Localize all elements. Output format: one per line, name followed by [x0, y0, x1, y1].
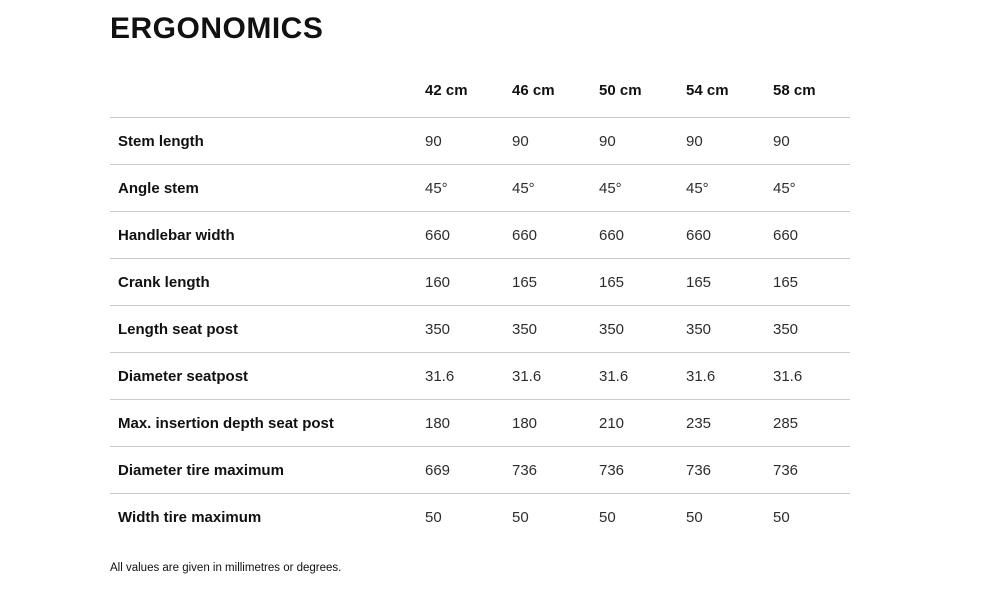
cell-value: 660 — [686, 211, 773, 259]
row-label: Angle stem — [110, 164, 425, 212]
cell-value: 660 — [512, 211, 599, 259]
cell-value: 180 — [425, 399, 512, 447]
cell-value: 50 — [599, 508, 616, 526]
cell-value: 90 — [773, 117, 850, 165]
cell-value: 50 — [773, 508, 790, 526]
cell-value: 31.6 — [425, 352, 512, 400]
column-header: 50 cm — [599, 80, 686, 118]
corner-cell — [110, 80, 425, 118]
cell-value: 180 — [512, 399, 599, 447]
cell-value: 350 — [425, 305, 512, 353]
cell-value: 160 — [425, 258, 512, 306]
cell-value: 350 — [686, 305, 773, 353]
cell-value: 90 — [425, 117, 512, 165]
ergonomics-table: 42 cm 46 cm 50 cm 54 cm 58 cm Stem length 90 9… — [110, 80, 850, 540]
row-label: Max. insertion depth seat post — [110, 399, 425, 447]
cell-value: 50 — [686, 508, 703, 526]
cell-value: 350 — [512, 305, 599, 353]
cell-value: 736 — [773, 446, 850, 494]
table-row: Diameter seatpost 31.6 31.6 31.6 31.6 31.6 — [110, 352, 850, 400]
table-row: Max. insertion depth seat post 180 180 210 2… — [110, 399, 850, 447]
cell-value: 660 — [773, 211, 850, 259]
cell-value: 45° — [773, 164, 850, 212]
cell-value: 31.6 — [599, 352, 686, 400]
cell-value: 90 — [686, 117, 773, 165]
table-row: Angle stem 45° 45° 45° 45° 45° — [110, 164, 850, 212]
cell-value: 45° — [425, 164, 512, 212]
cell-value: 660 — [599, 211, 686, 259]
row-label: Width tire maximum — [118, 508, 262, 526]
ergonomics-section: ERGONOMICS 42 cm 46 cm 50 cm 54 cm 58 cm Ste… — [110, 12, 850, 574]
cell-value: 165 — [512, 258, 599, 306]
column-header: 54 cm — [686, 80, 773, 118]
cell-value: 660 — [425, 211, 512, 259]
cell-value: 350 — [599, 305, 686, 353]
cell-value: 45° — [686, 164, 773, 212]
table-body: Stem length 90 90 90 90 90 Angle stem 45° 45° 45°… — [110, 117, 850, 541]
cell-value: 165 — [773, 258, 850, 306]
cell-value: 45° — [512, 164, 599, 212]
cell-value: 90 — [512, 117, 599, 165]
cell-value: 90 — [599, 117, 686, 165]
cell-value: 736 — [686, 446, 773, 494]
cell-value: 165 — [599, 258, 686, 306]
cell-value: 210 — [599, 399, 686, 447]
row-label: Length seat post — [110, 305, 425, 353]
cell-value: 45° — [599, 164, 686, 212]
table-row: Stem length 90 90 90 90 90 — [110, 117, 850, 165]
cell-value: 50 — [425, 508, 442, 526]
row-label: Diameter seatpost — [110, 352, 425, 400]
table-row: Crank length 160 165 165 165 165 — [110, 258, 850, 306]
cell-value: 50 — [512, 508, 529, 526]
table-row: Width tire maximum 50 50 50 50 50 — [110, 494, 850, 541]
cell-value: 350 — [773, 305, 850, 353]
column-header: 42 cm — [425, 80, 512, 118]
cell-value: 235 — [686, 399, 773, 447]
table-row: Handlebar width 660 660 660 660 660 — [110, 211, 850, 259]
cell-value: 736 — [599, 446, 686, 494]
cell-value: 669 — [425, 446, 512, 494]
cell-value: 285 — [773, 399, 850, 447]
cell-value: 31.6 — [686, 352, 773, 400]
cell-value: 165 — [686, 258, 773, 306]
row-label: Handlebar width — [110, 211, 425, 259]
cell-value: 31.6 — [512, 352, 599, 400]
row-label: Crank length — [110, 258, 425, 306]
row-label: Stem length — [110, 117, 425, 165]
page-title: ERGONOMICS — [110, 12, 324, 45]
cell-value: 736 — [512, 446, 599, 494]
header-row: 42 cm 46 cm 50 cm 54 cm 58 cm — [110, 80, 850, 118]
column-header: 58 cm — [773, 80, 850, 118]
row-label: Diameter tire maximum — [110, 446, 425, 494]
footnote: All values are given in millimetres or d… — [110, 562, 342, 574]
column-header: 46 cm — [512, 80, 599, 118]
table-row: Length seat post 350 350 350 350 350 — [110, 305, 850, 353]
table-row: Diameter tire maximum 669 736 736 736 736 — [110, 446, 850, 494]
cell-value: 31.6 — [773, 352, 850, 400]
